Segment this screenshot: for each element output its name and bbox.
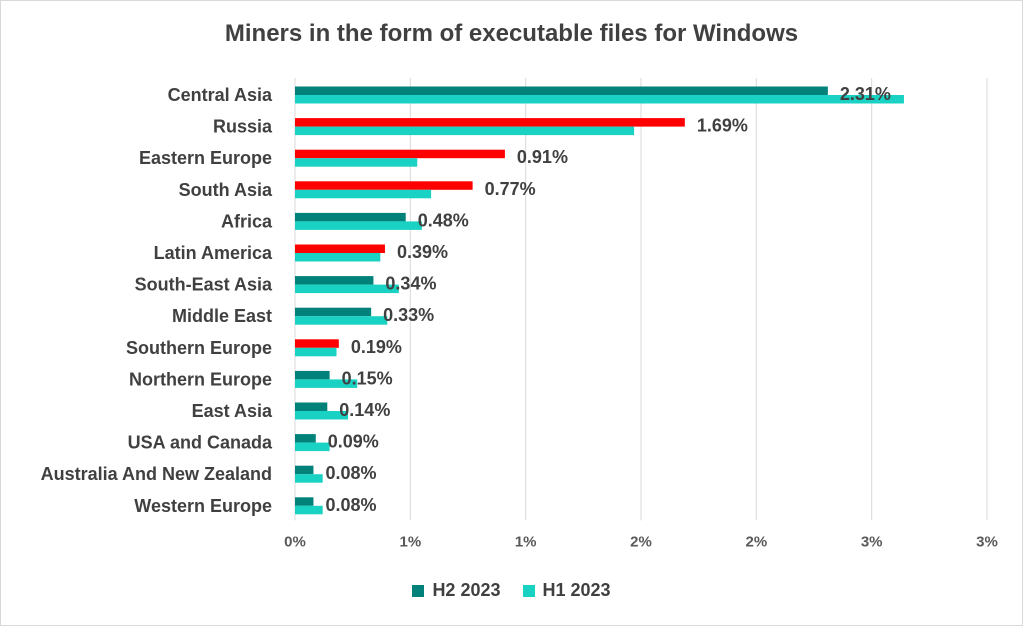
legend-item-h2: H2 2023 (412, 580, 501, 601)
data-label: 1.69% (697, 116, 748, 136)
data-label: 0.39% (397, 242, 448, 262)
legend: H2 2023 H1 2023 (0, 580, 1023, 601)
bar-h2-2023 (295, 149, 505, 159)
category-label: Eastern Europe (139, 148, 272, 168)
bar-h2-2023 (295, 307, 372, 317)
data-label: 0.48% (418, 210, 469, 230)
category-label: Australia And New Zealand (41, 464, 272, 484)
data-label: 0.19% (351, 337, 402, 357)
data-label: 0.15% (342, 368, 393, 388)
bar-h1-2023 (295, 474, 323, 483)
bar-h2-2023 (295, 244, 385, 253)
x-tick-label: 3% (976, 533, 998, 550)
bar-h1-2023 (295, 284, 399, 294)
x-tick-label: 0% (284, 533, 306, 550)
chart-title: Miners in the form of executable files f… (224, 20, 799, 47)
labels: 0% 1% 1% 2% 2% 3% 3% Central Asia 2.31% Russia 1.6… (41, 84, 998, 550)
bar-h2-2023 (295, 181, 473, 190)
category-label: Central Asia (168, 85, 273, 105)
bar-h1-2023 (295, 253, 381, 262)
category-label: South-East Asia (135, 275, 273, 295)
legend-label-h2: H2 2023 (432, 580, 501, 600)
gridlines (294, 78, 988, 521)
bar-h1-2023 (295, 158, 418, 167)
data-label: 0.08% (325, 495, 376, 515)
x-tick-label: 1% (399, 533, 421, 550)
bar-h2-2023 (295, 434, 316, 443)
bar-h1-2023 (295, 221, 422, 230)
bar-h1-2023 (295, 379, 358, 388)
bar-h2-2023 (295, 118, 685, 127)
bar-h1-2023 (295, 316, 388, 325)
category-label: South Asia (179, 180, 273, 200)
bar-h1-2023 (295, 189, 432, 199)
data-label: 0.91% (517, 147, 568, 167)
legend-swatch-h2 (412, 584, 425, 597)
category-label: Northern Europe (129, 369, 272, 389)
x-tick-label: 1% (515, 533, 537, 550)
bar-h1-2023 (295, 347, 337, 357)
data-label: 2.31% (840, 84, 891, 104)
category-label: Western Europe (134, 496, 272, 516)
bars (295, 86, 904, 515)
category-label: East Asia (192, 401, 273, 421)
x-tick-label: 3% (861, 533, 883, 550)
bar-h1-2023 (295, 411, 349, 420)
category-label: USA and Canada (128, 433, 273, 453)
x-tick-label: 2% (630, 533, 652, 550)
category-label: Southern Europe (126, 338, 272, 358)
category-label: Latin America (154, 243, 273, 263)
bar-h2-2023 (295, 212, 406, 222)
legend-item-h1: H1 2023 (522, 580, 611, 601)
category-label: Middle East (172, 306, 272, 326)
legend-swatch-h1 (522, 584, 535, 597)
bar-h2-2023 (295, 497, 314, 506)
bar-h2-2023 (295, 370, 330, 380)
legend-label-h1: H1 2023 (542, 580, 611, 600)
bar-h2-2023 (295, 402, 328, 411)
data-label: 0.08% (325, 463, 376, 483)
bar-h1-2023 (295, 505, 323, 515)
category-label: Russia (213, 117, 273, 137)
data-label: 0.14% (339, 400, 390, 420)
bar-h2-2023 (295, 276, 374, 285)
data-label: 0.33% (383, 305, 434, 325)
data-label: 0.09% (328, 432, 379, 452)
bar-h1-2023 (295, 442, 330, 452)
bar-h2-2023 (295, 465, 314, 475)
bar-h1-2023 (295, 95, 904, 104)
data-label: 0.77% (485, 179, 536, 199)
category-label: Africa (221, 211, 273, 231)
bar-h2-2023 (295, 86, 828, 95)
data-label: 0.34% (385, 274, 436, 294)
x-tick-label: 2% (745, 533, 767, 550)
bar-h2-2023 (295, 339, 339, 348)
bar-h1-2023 (295, 126, 635, 136)
